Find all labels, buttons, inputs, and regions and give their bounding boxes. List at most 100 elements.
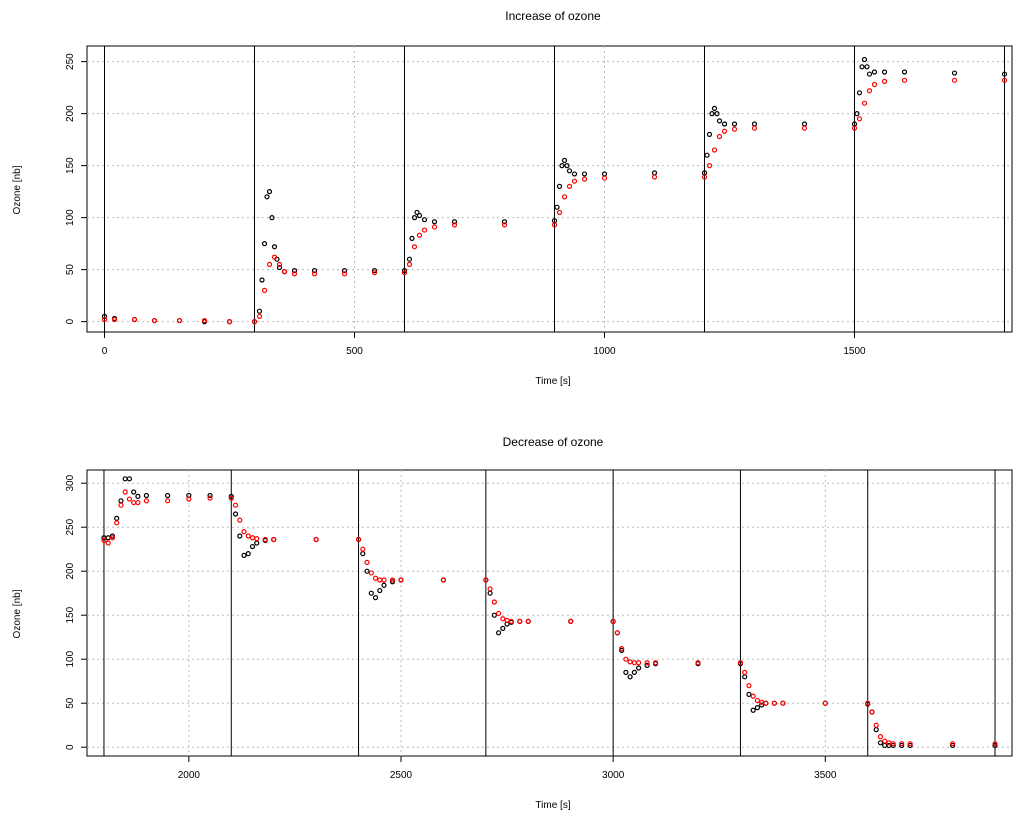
- data-point: [907, 742, 913, 749]
- data-point: [951, 70, 958, 76]
- data-point: [131, 489, 137, 495]
- data-point: [368, 590, 374, 596]
- data-point: [704, 152, 710, 158]
- data-point: [865, 700, 871, 706]
- data-point: [254, 540, 260, 546]
- data-point: [951, 77, 958, 83]
- data-point: [711, 105, 718, 112]
- data-point: [389, 579, 396, 585]
- data-point: [381, 577, 387, 583]
- y-tick-label: 200: [65, 105, 76, 122]
- data-point: [651, 174, 658, 180]
- data-point: [1001, 77, 1008, 83]
- data-point: [714, 110, 720, 117]
- data-point: [372, 575, 379, 581]
- data-point: [241, 552, 247, 558]
- data-point: [854, 110, 860, 117]
- data-point: [882, 738, 888, 744]
- data-point: [251, 319, 258, 325]
- data-point: [111, 316, 118, 323]
- data-point: [262, 536, 268, 543]
- data-point: [249, 543, 256, 550]
- data-point: [801, 121, 808, 127]
- data-point: [706, 163, 713, 169]
- data-point: [716, 133, 723, 140]
- data-point: [861, 100, 868, 106]
- data-point: [109, 535, 116, 541]
- data-point: [364, 568, 370, 574]
- data-point: [341, 271, 348, 277]
- data-point: [866, 71, 873, 77]
- y-tick-label: 300: [65, 474, 76, 491]
- data-series: [101, 77, 1008, 325]
- data-point: [165, 492, 171, 499]
- data-point: [751, 121, 758, 127]
- data-point: [372, 594, 379, 601]
- data-point: [861, 56, 868, 63]
- data-point: [631, 660, 637, 666]
- data-point: [581, 176, 588, 182]
- data-point: [619, 647, 625, 654]
- data-point: [409, 235, 415, 241]
- data-point: [207, 495, 213, 501]
- data-point: [237, 533, 243, 539]
- data-point: [873, 726, 879, 733]
- y-tick-label: 100: [65, 650, 76, 667]
- data-point: [451, 219, 458, 225]
- y-axis-label: Ozone [nb]: [12, 589, 23, 638]
- data-point: [483, 577, 489, 583]
- data-point: [901, 77, 908, 83]
- data-point: [401, 268, 408, 274]
- data-point: [440, 577, 447, 583]
- data-point: [754, 697, 761, 704]
- data-point: [398, 577, 404, 583]
- data-point: [114, 520, 120, 526]
- data-point: [416, 232, 423, 238]
- data-point: [491, 599, 497, 605]
- data-point: [822, 700, 828, 706]
- data-point: [949, 742, 956, 749]
- data-point: [135, 493, 141, 499]
- data-point: [122, 476, 128, 482]
- data-point: [232, 502, 239, 508]
- data-point: [551, 222, 558, 228]
- data-point: [261, 241, 268, 247]
- data-point: [731, 126, 738, 132]
- data-point: [801, 125, 808, 131]
- data-point: [256, 313, 263, 319]
- data-point: [601, 175, 608, 181]
- x-tick-label: 3000: [602, 770, 625, 781]
- data-point: [411, 215, 418, 221]
- data-point: [901, 69, 908, 75]
- data-point: [291, 268, 298, 274]
- data-point: [416, 212, 423, 219]
- x-axis-label: Time [s]: [535, 800, 570, 811]
- data-point: [742, 674, 748, 680]
- data-point: [644, 662, 650, 668]
- data-point: [421, 227, 428, 233]
- x-tick-label: 2500: [390, 770, 413, 781]
- data-series: [101, 489, 998, 747]
- y-tick-label: 200: [65, 562, 76, 579]
- data-point: [614, 630, 620, 636]
- data-point: [571, 178, 578, 184]
- data-point: [135, 499, 141, 506]
- data-point: [556, 183, 563, 189]
- y-tick-label: 0: [65, 318, 76, 324]
- data-point: [750, 707, 756, 713]
- plot-frame: [86, 45, 1013, 333]
- data-point: [176, 317, 183, 324]
- data-point: [271, 254, 278, 260]
- data-point: [644, 660, 650, 666]
- data-point: [627, 659, 633, 665]
- data-point: [245, 533, 251, 539]
- data-point: [610, 618, 616, 624]
- data-point: [877, 734, 884, 740]
- y-tick-label: 250: [65, 518, 76, 535]
- plot-frame: [86, 469, 1013, 757]
- data-point: [746, 682, 752, 689]
- data-point: [109, 533, 116, 539]
- data-point: [101, 316, 108, 323]
- data-point: [890, 741, 896, 747]
